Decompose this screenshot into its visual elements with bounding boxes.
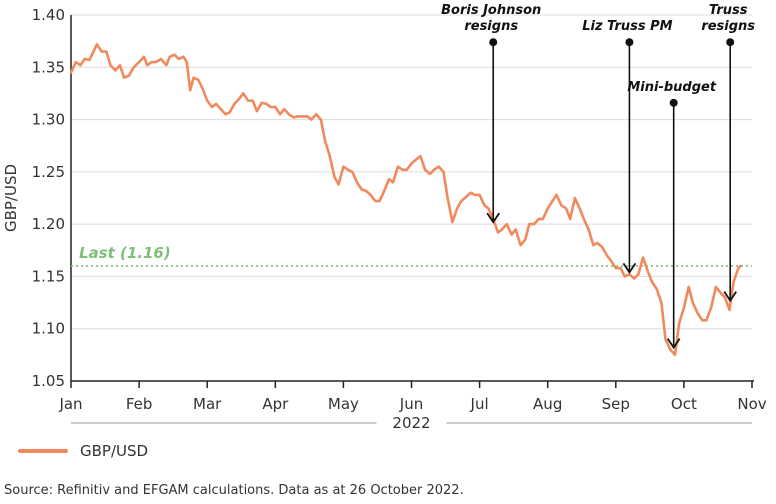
x-tick-label: Nov bbox=[737, 395, 766, 413]
legend: GBP/USD bbox=[18, 442, 148, 460]
x-tick-label: Sep bbox=[602, 395, 630, 413]
x-tick-label: Apr bbox=[262, 395, 289, 413]
annotation-text: Mini-budget bbox=[627, 80, 716, 95]
source-note: Source: Refinitiv and EFGAM calculations… bbox=[4, 483, 464, 498]
legend-label: GBP/USD bbox=[80, 442, 149, 460]
y-tick-label: 1.25 bbox=[32, 163, 65, 181]
y-tick-label: 1.40 bbox=[32, 6, 65, 24]
y-axis-title: GBP/USD bbox=[2, 164, 20, 232]
x-tick-label: Jun bbox=[399, 395, 423, 413]
x-tick-label: Mar bbox=[193, 395, 222, 413]
x-axis: Jan Feb Mar Apr May Jun Jul Aug Sep Oct Nov 2022 bbox=[58, 15, 767, 432]
annotation-arrow-head bbox=[666, 338, 681, 350]
gbp-usd-series-line bbox=[69, 43, 742, 357]
reference-label: Last (1.16) bbox=[79, 244, 171, 262]
y-gridlines bbox=[71, 14, 752, 382]
annotation-text: Boris Johnson bbox=[441, 3, 541, 18]
annotation-text: Truss bbox=[709, 3, 748, 18]
year-label: 2022 bbox=[392, 414, 430, 432]
x-tick-label: Aug bbox=[533, 395, 562, 413]
last-value-reference: Last (1.16) bbox=[71, 244, 752, 267]
x-tick-label: Oct bbox=[671, 395, 697, 413]
y-axis-ticks: 1.40 1.35 1.30 1.25 1.20 1.15 1.10 1.05 bbox=[32, 6, 65, 390]
y-tick-label: 1.15 bbox=[32, 267, 65, 285]
x-tick-label: Jan bbox=[58, 395, 82, 413]
y-tick-label: 1.20 bbox=[32, 215, 65, 233]
legend-swatch bbox=[18, 449, 68, 453]
x-tick-label: Jul bbox=[470, 395, 489, 413]
gbp-usd-line-chart: 1.40 1.35 1.30 1.25 1.20 1.15 1.10 1.05 Jan Feb M… bbox=[2, 3, 767, 432]
annotation-arrow-head bbox=[486, 212, 500, 224]
annotation-arrow-head bbox=[622, 262, 637, 274]
y-tick-label: 1.05 bbox=[32, 372, 65, 390]
annotation-text: resigns bbox=[701, 19, 755, 34]
x-tick-label: Feb bbox=[126, 395, 153, 413]
y-tick-label: 1.30 bbox=[32, 111, 65, 129]
y-tick-label: 1.10 bbox=[32, 320, 65, 338]
annotation-text: Liz Truss PM bbox=[582, 19, 672, 34]
x-tick-label: May bbox=[328, 395, 359, 413]
annotation-arrow-head bbox=[723, 291, 737, 303]
y-tick-label: 1.35 bbox=[32, 58, 65, 76]
annotation-text: resigns bbox=[464, 19, 518, 34]
